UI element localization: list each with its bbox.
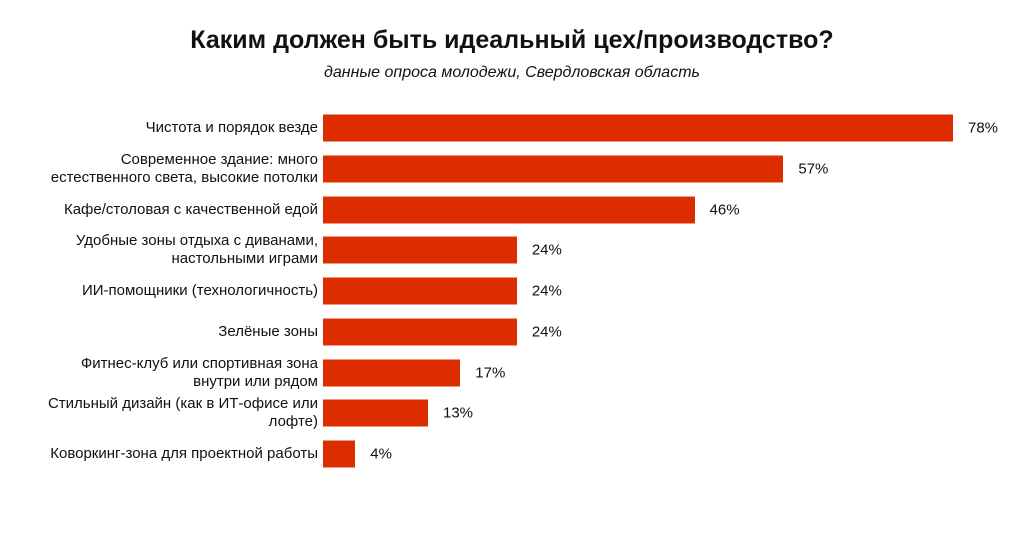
chart-title: Каким должен быть идеальный цех/производ… [190, 26, 834, 54]
category-label: ИИ-помощники (технологичность) [81, 282, 318, 299]
bar [323, 359, 461, 386]
value-label: 24% [531, 282, 562, 300]
chart-subtitle: данные опроса молодежи, Свердловская обл… [324, 64, 700, 81]
category-label: Чистота и порядок везде [145, 119, 318, 136]
bar [323, 114, 953, 142]
bar [323, 236, 517, 264]
value-label: 78% [968, 119, 999, 137]
value-label: 13% [443, 404, 474, 422]
bar [323, 277, 517, 305]
category-label: Коворкинг-зона для проектной работы [50, 445, 318, 462]
value-label: 24% [531, 241, 562, 259]
bar [323, 318, 517, 346]
value-label: 46% [709, 201, 740, 218]
bar [323, 399, 428, 427]
value-label: 17% [475, 364, 506, 381]
category-label: Фитнес-клуб или спортивная зона внутри и… [80, 354, 318, 390]
value-label: 57% [798, 160, 829, 178]
bar [323, 196, 695, 223]
bar [323, 155, 784, 183]
category-label: Зелёные зоны [218, 322, 318, 340]
category-label: Современное здание: много естественного … [50, 150, 318, 186]
category-label: Стильный дизайн (как в ИТ-офисе или лофт… [47, 395, 318, 431]
category-label: Удобные зоны отдыха с диванами, настольн… [75, 232, 318, 268]
bar [323, 440, 356, 468]
value-label: 24% [531, 323, 562, 341]
value-label: 4% [370, 445, 392, 463]
category-label: Кафе/столовая с качественной едой [63, 200, 318, 218]
